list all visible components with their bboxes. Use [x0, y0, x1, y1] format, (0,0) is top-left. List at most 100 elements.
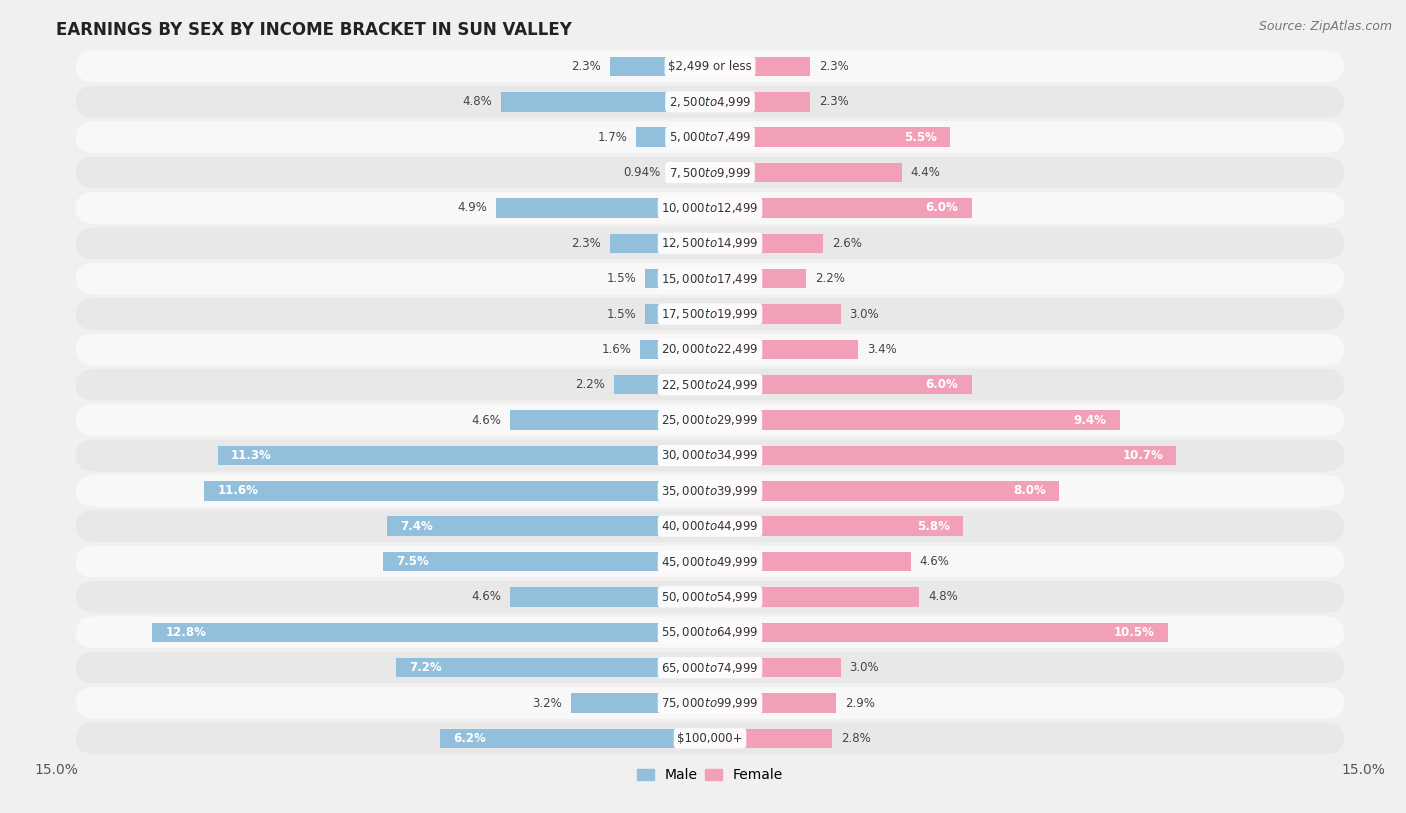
Text: $5,000 to $7,499: $5,000 to $7,499 — [669, 130, 751, 144]
FancyBboxPatch shape — [76, 298, 1344, 330]
Text: 2.2%: 2.2% — [814, 272, 845, 285]
FancyBboxPatch shape — [76, 546, 1344, 577]
FancyBboxPatch shape — [76, 652, 1344, 684]
Text: $2,500 to $4,999: $2,500 to $4,999 — [669, 95, 751, 109]
Bar — [509, 411, 710, 430]
Bar — [710, 198, 972, 218]
Text: 7.5%: 7.5% — [396, 555, 429, 568]
FancyBboxPatch shape — [76, 616, 1344, 648]
FancyBboxPatch shape — [76, 86, 1344, 118]
Text: $35,000 to $39,999: $35,000 to $39,999 — [661, 484, 759, 498]
Text: 11.6%: 11.6% — [218, 485, 259, 498]
Text: 6.2%: 6.2% — [453, 732, 485, 745]
Text: $25,000 to $29,999: $25,000 to $29,999 — [661, 413, 759, 427]
FancyBboxPatch shape — [76, 228, 1344, 259]
FancyBboxPatch shape — [76, 404, 1344, 436]
Bar — [204, 481, 710, 501]
FancyBboxPatch shape — [76, 50, 1344, 82]
Text: 2.2%: 2.2% — [575, 378, 606, 391]
Bar — [710, 658, 841, 677]
Bar — [218, 446, 710, 465]
Bar — [610, 233, 710, 253]
Text: 4.4%: 4.4% — [911, 166, 941, 179]
Bar — [710, 92, 810, 111]
Text: 7.4%: 7.4% — [401, 520, 433, 533]
Text: $40,000 to $44,999: $40,000 to $44,999 — [661, 520, 759, 533]
Bar — [388, 516, 710, 536]
Bar — [710, 623, 1167, 642]
Text: 4.8%: 4.8% — [463, 95, 492, 108]
FancyBboxPatch shape — [76, 369, 1344, 401]
Bar — [710, 340, 858, 359]
Text: Source: ZipAtlas.com: Source: ZipAtlas.com — [1258, 20, 1392, 33]
Bar — [382, 552, 710, 572]
Text: $15,000 to $17,499: $15,000 to $17,499 — [661, 272, 759, 285]
Text: $65,000 to $74,999: $65,000 to $74,999 — [661, 661, 759, 675]
Bar — [710, 693, 837, 713]
Text: $55,000 to $64,999: $55,000 to $64,999 — [661, 625, 759, 639]
Text: $20,000 to $22,499: $20,000 to $22,499 — [661, 342, 759, 356]
Text: $17,500 to $19,999: $17,500 to $19,999 — [661, 307, 759, 321]
Text: 1.7%: 1.7% — [598, 131, 627, 144]
Text: 4.9%: 4.9% — [458, 202, 488, 215]
Text: 2.9%: 2.9% — [845, 697, 875, 710]
Text: 2.8%: 2.8% — [841, 732, 870, 745]
Text: $75,000 to $99,999: $75,000 to $99,999 — [661, 696, 759, 710]
FancyBboxPatch shape — [76, 440, 1344, 472]
Bar — [636, 128, 710, 147]
FancyBboxPatch shape — [76, 511, 1344, 542]
Text: 4.6%: 4.6% — [471, 590, 501, 603]
Text: 0.94%: 0.94% — [623, 166, 661, 179]
Text: 2.3%: 2.3% — [571, 237, 602, 250]
Text: $100,000+: $100,000+ — [678, 732, 742, 745]
Text: 1.5%: 1.5% — [606, 272, 636, 285]
FancyBboxPatch shape — [76, 333, 1344, 365]
Text: 4.8%: 4.8% — [928, 590, 957, 603]
FancyBboxPatch shape — [76, 475, 1344, 506]
Bar — [710, 128, 950, 147]
Bar — [710, 304, 841, 324]
FancyBboxPatch shape — [76, 157, 1344, 189]
Text: $50,000 to $54,999: $50,000 to $54,999 — [661, 590, 759, 604]
Text: 9.4%: 9.4% — [1074, 414, 1107, 427]
Text: 8.0%: 8.0% — [1012, 485, 1046, 498]
Text: 4.6%: 4.6% — [471, 414, 501, 427]
Text: 5.5%: 5.5% — [904, 131, 936, 144]
Text: 1.5%: 1.5% — [606, 307, 636, 320]
Text: 3.2%: 3.2% — [531, 697, 562, 710]
Bar — [710, 728, 832, 748]
Bar — [644, 269, 710, 289]
Bar — [710, 587, 920, 606]
Text: 3.0%: 3.0% — [849, 307, 879, 320]
Text: 10.7%: 10.7% — [1122, 449, 1163, 462]
Bar — [396, 658, 710, 677]
Bar — [710, 481, 1059, 501]
Bar — [710, 163, 901, 182]
Bar — [640, 340, 710, 359]
Bar — [669, 163, 710, 182]
Bar — [644, 304, 710, 324]
FancyBboxPatch shape — [76, 581, 1344, 613]
Text: $7,500 to $9,999: $7,500 to $9,999 — [669, 166, 751, 180]
Text: 3.0%: 3.0% — [849, 661, 879, 674]
Text: $2,499 or less: $2,499 or less — [668, 60, 752, 73]
Text: $45,000 to $49,999: $45,000 to $49,999 — [661, 554, 759, 568]
Text: 6.0%: 6.0% — [925, 378, 959, 391]
FancyBboxPatch shape — [76, 192, 1344, 224]
Text: 11.3%: 11.3% — [231, 449, 271, 462]
Text: $22,500 to $24,999: $22,500 to $24,999 — [661, 378, 759, 392]
Text: 2.6%: 2.6% — [832, 237, 862, 250]
Bar — [610, 57, 710, 76]
Text: 6.0%: 6.0% — [925, 202, 959, 215]
FancyBboxPatch shape — [76, 723, 1344, 754]
Bar — [710, 57, 810, 76]
Bar — [614, 375, 710, 394]
Text: 5.8%: 5.8% — [917, 520, 950, 533]
Text: 3.4%: 3.4% — [868, 343, 897, 356]
Bar — [501, 92, 710, 111]
Text: 12.8%: 12.8% — [166, 626, 207, 639]
Bar — [710, 516, 963, 536]
Text: 2.3%: 2.3% — [818, 60, 849, 73]
Bar — [710, 269, 806, 289]
FancyBboxPatch shape — [76, 121, 1344, 153]
